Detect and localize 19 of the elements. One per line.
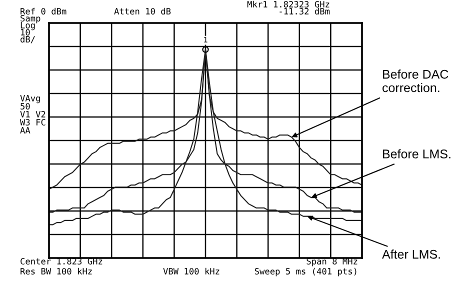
text: Before DAC correction. <box>382 70 448 92</box>
text: VAvg <box>20 95 40 104</box>
text: W3 FC <box>20 119 46 126</box>
text: VBW 100 kHz <box>163 268 220 275</box>
text: dB/ <box>20 36 35 44</box>
text: -11.32 dBm <box>280 8 330 15</box>
text: 10 <box>21 29 30 36</box>
text: After LMS. <box>382 250 440 259</box>
text: Before LMS. <box>383 149 450 158</box>
text: 50 <box>20 103 30 110</box>
text: Atten 10 dB <box>114 8 171 15</box>
text: Mkr1 1.82323 GHz <box>247 0 330 8</box>
text: Sweep 5 ms (401 pts) <box>254 268 356 276</box>
text: AA <box>20 127 30 134</box>
text: Samp <box>20 15 40 24</box>
text: Res BW 100 kHz <box>20 268 92 275</box>
text: V1 V2 <box>20 111 46 118</box>
text: Log <box>20 22 35 30</box>
text: Ref 0 dBm <box>20 8 66 15</box>
